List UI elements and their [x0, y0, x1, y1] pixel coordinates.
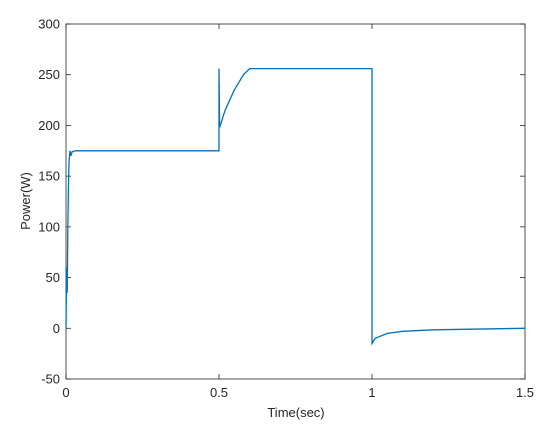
x-tick-label: 0.5: [210, 385, 228, 400]
y-axis-label: Power(W): [18, 172, 33, 230]
x-tick-label: 1: [368, 385, 375, 400]
y-tick-label: 100: [38, 219, 60, 234]
x-axis-label: Time(sec): [267, 405, 324, 420]
y-tick-label: 0: [53, 321, 60, 336]
y-tick-label: 50: [46, 270, 60, 285]
y-tick-label: 200: [38, 118, 60, 133]
x-tick-label: 1.5: [516, 385, 534, 400]
y-tick-label: 150: [38, 169, 60, 184]
y-tick-label: 300: [38, 17, 60, 32]
y-tick-label: -50: [41, 372, 60, 387]
y-tick-label: 250: [38, 67, 60, 82]
x-tick-label: 0: [62, 385, 69, 400]
line-series: [65, 67, 526, 346]
plot-box: [65, 23, 526, 380]
